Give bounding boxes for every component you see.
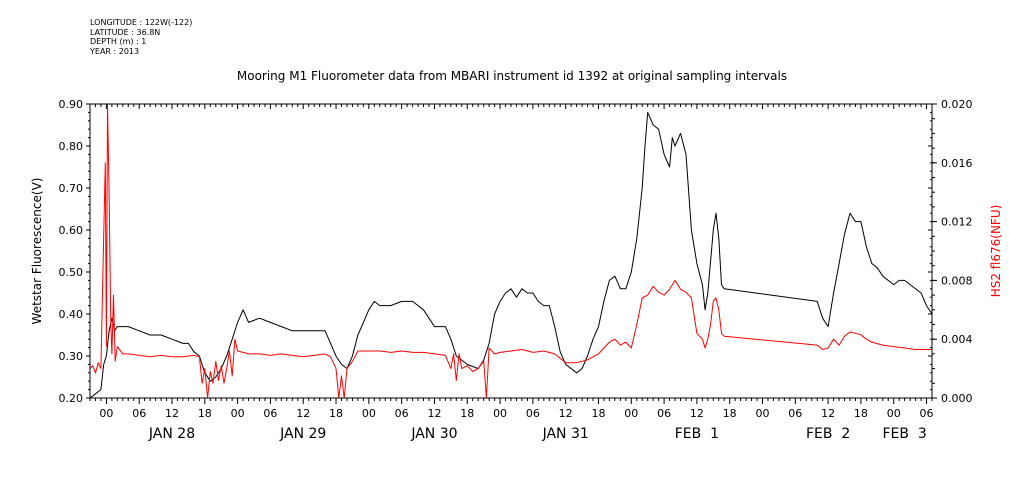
- hour-tick-label: 12: [821, 407, 835, 420]
- right-y-tick-label: 0.008: [941, 274, 973, 287]
- left-axis-label: Wetstar Fluorescence(V): [30, 178, 44, 325]
- depth-text: DEPTH (m) : 1: [90, 37, 147, 46]
- hour-tick-label: 18: [198, 407, 212, 420]
- hour-tick-label: 18: [723, 407, 737, 420]
- hs2-fl676-series-line: [89, 103, 932, 399]
- day-label: FEB 2: [806, 426, 850, 442]
- hour-tick-label: 06: [395, 407, 409, 420]
- series-layer: [89, 103, 933, 399]
- right-axis-label: HS2 fl676(NFU): [989, 205, 1003, 298]
- hour-tick-label: 00: [756, 407, 770, 420]
- right-y-tick-label: 0.020: [941, 98, 973, 111]
- hour-tick-label: 18: [854, 407, 868, 420]
- plot-frame: [89, 103, 933, 399]
- hour-tick-label: 06: [920, 407, 934, 420]
- hour-tick-label: 12: [559, 407, 573, 420]
- day-label: JAN 28: [148, 426, 195, 442]
- longitude-text: LONGITUDE : 122W(-122): [90, 18, 193, 27]
- hour-tick-label: 06: [788, 407, 802, 420]
- right-y-tick-label: 0.012: [941, 216, 973, 229]
- station-metadata: LONGITUDE : 122W(-122) LATITUDE : 36.8N …: [90, 18, 192, 56]
- hour-tick-label: 00: [231, 407, 245, 420]
- hour-tick-label: 06: [657, 407, 671, 420]
- axes-layer: 0.20 0.30 0.40 0.50 0.60 0.70 0.80 0.90 0.000 0.0…: [59, 98, 973, 442]
- hour-tick-label: 18: [591, 407, 605, 420]
- right-y-tick-label: 0.016: [941, 157, 973, 170]
- hour-tick-label: 00: [99, 407, 113, 420]
- hour-tick-label: 12: [165, 407, 179, 420]
- day-label: JAN 30: [410, 426, 457, 442]
- left-y-tick-label: 0.80: [59, 140, 84, 153]
- left-y-tick-label: 0.20: [59, 392, 84, 405]
- year-text: YEAR : 2013: [90, 46, 140, 56]
- hour-tick-label: 12: [296, 407, 310, 420]
- chart-title: Mooring M1 Fluorometer data from MBARI i…: [237, 69, 787, 83]
- hour-tick-label: 18: [460, 407, 474, 420]
- hour-tick-label: 00: [887, 407, 901, 420]
- right-y-tick-label: 0.004: [941, 333, 973, 346]
- day-label: FEB 3: [883, 426, 927, 442]
- right-y-tick-label: 0.000: [941, 392, 973, 405]
- left-y-tick-label: 0.90: [59, 98, 84, 111]
- wetstar-fluorescence-series-line: [89, 111, 933, 399]
- left-y-tick-label: 0.70: [59, 182, 84, 195]
- hour-tick-label: 06: [132, 407, 146, 420]
- left-y-tick-label: 0.30: [59, 350, 84, 363]
- hour-tick-label: 00: [624, 407, 638, 420]
- hour-tick-label: 00: [493, 407, 507, 420]
- hour-tick-label: 00: [362, 407, 376, 420]
- day-label: JAN 29: [279, 426, 326, 442]
- hour-tick-label: 18: [329, 407, 343, 420]
- latitude-text: LATITUDE : 36.8N: [90, 27, 161, 37]
- hour-tick-label: 12: [690, 407, 704, 420]
- hour-tick-label: 06: [263, 407, 277, 420]
- left-y-tick-label: 0.40: [59, 308, 84, 321]
- left-y-tick-label: 0.60: [59, 224, 84, 237]
- day-label: FEB 1: [675, 426, 719, 442]
- day-label: JAN 31: [542, 426, 589, 442]
- hour-tick-label: 06: [526, 407, 540, 420]
- hour-tick-label: 12: [427, 407, 441, 420]
- left-y-tick-label: 0.50: [59, 266, 84, 279]
